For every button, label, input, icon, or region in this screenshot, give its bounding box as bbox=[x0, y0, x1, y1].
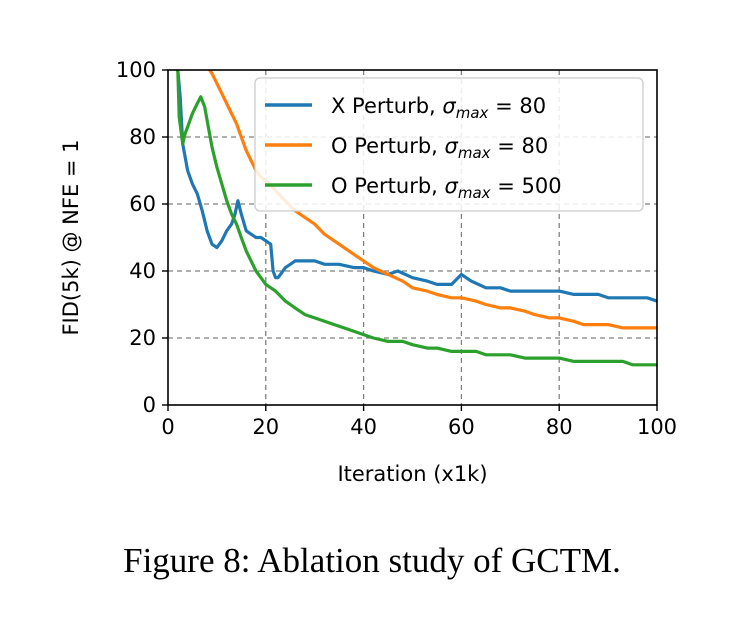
x-tick-label: 100 bbox=[637, 415, 677, 439]
x-tick-label: 80 bbox=[546, 415, 573, 439]
x-tick-label: 20 bbox=[252, 415, 279, 439]
line-chart: 0 20 40 60 80 100 0 20 40 60 80 100 Iteration (x1k)… bbox=[59, 58, 677, 486]
y-tick-label: 60 bbox=[129, 192, 156, 216]
y-tick-label: 100 bbox=[116, 58, 156, 82]
series-line-1 bbox=[176, 70, 657, 303]
series-line-2 bbox=[208, 70, 657, 330]
y-tick-label: 40 bbox=[129, 259, 156, 283]
figure-caption: Figure 8: Ablation study of GCTM. bbox=[123, 541, 621, 580]
axis-ticks: 0 20 40 60 80 100 0 20 40 60 80 100 bbox=[116, 58, 677, 439]
y-tick-label: 20 bbox=[129, 326, 156, 350]
legend-label: X Perturb, σmax = 80 bbox=[331, 94, 546, 122]
series-line-3 bbox=[176, 70, 657, 367]
x-tick-label: 0 bbox=[161, 415, 174, 439]
legend-label: O Perturb, σmax = 500 bbox=[331, 174, 562, 202]
y-axis-label: FID(5k) @ NFE = 1 bbox=[59, 139, 83, 335]
legend-label: O Perturb, σmax = 80 bbox=[331, 134, 548, 162]
legend: X Perturb, σmax = 80 O Perturb, σmax = 80… bbox=[254, 77, 644, 212]
x-tick-label: 60 bbox=[448, 415, 475, 439]
plot-frame bbox=[167, 69, 658, 406]
x-axis-label: Iteration (x1k) bbox=[337, 462, 487, 486]
y-tick-label: 0 bbox=[143, 393, 156, 417]
y-tick-label: 80 bbox=[129, 125, 156, 149]
series-layer bbox=[176, 70, 657, 367]
x-tick-label: 40 bbox=[350, 415, 377, 439]
legend-box bbox=[254, 77, 644, 212]
